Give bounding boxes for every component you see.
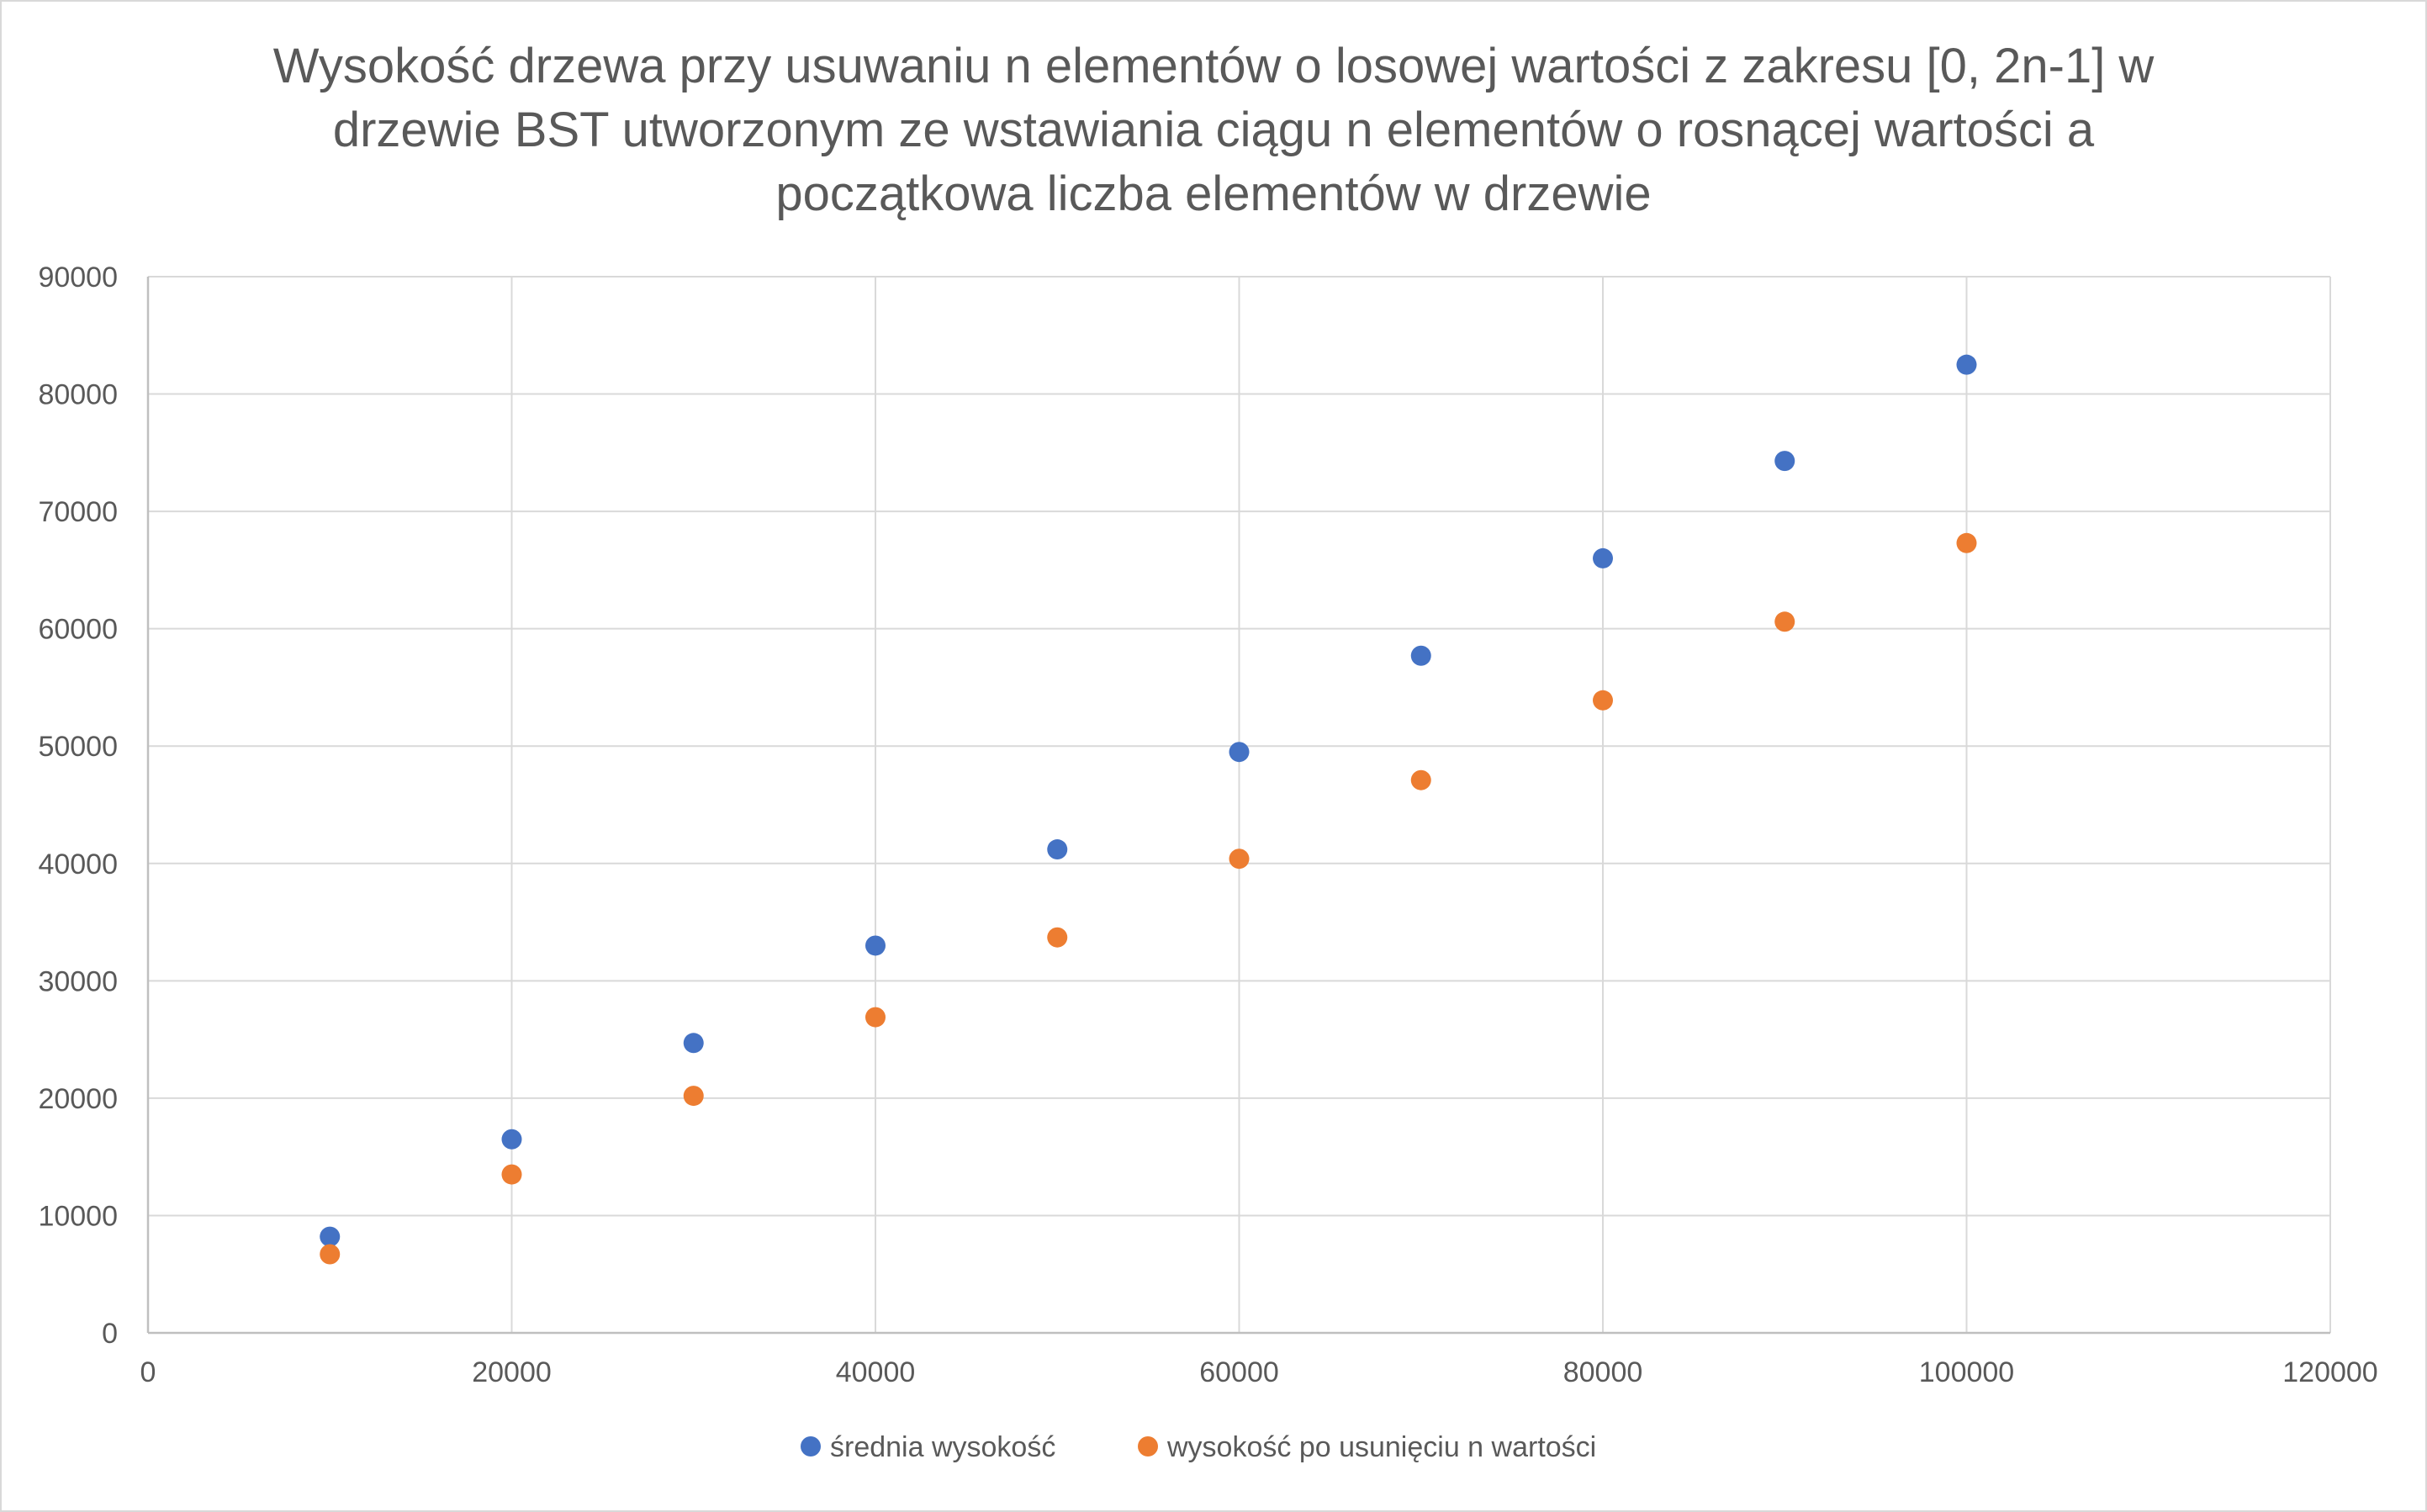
legend-marker-2 <box>1138 1436 1158 1456</box>
x-tick-label: 120000 <box>2282 1356 2377 1388</box>
x-tick-label: 100000 <box>1919 1356 2014 1388</box>
series-2-point <box>1774 611 1795 632</box>
series-1-point <box>320 1226 341 1247</box>
legend-label-2: wysokość po usunięciu n wartości <box>1166 1431 1596 1463</box>
chart-title: Wysokość drzewa przy usuwaniu n elementó… <box>273 39 2155 221</box>
series-2-point <box>1593 690 1613 711</box>
series-2-point <box>683 1086 704 1107</box>
series-1-point <box>1229 742 1250 763</box>
series-2-point <box>501 1164 522 1185</box>
x-tick-label: 20000 <box>472 1356 552 1388</box>
data-points <box>320 354 1977 1265</box>
series-1-point <box>1593 547 1613 568</box>
x-tick-label: 80000 <box>1563 1356 1643 1388</box>
series-2-point <box>865 1007 886 1028</box>
y-tick-label: 30000 <box>38 965 118 997</box>
legend: średnia wysokość wysokość po usunięciu n … <box>801 1431 1596 1463</box>
y-tick-label: 80000 <box>38 379 118 411</box>
series-1-point <box>501 1129 522 1150</box>
y-tick-label: 10000 <box>38 1200 118 1232</box>
y-tick-label: 50000 <box>38 731 118 763</box>
x-axis-tick-labels: 0 20000 40000 60000 80000 100000 120000 <box>140 1356 2378 1388</box>
series-1-point <box>1956 354 1977 375</box>
x-tick-label: 40000 <box>836 1356 916 1388</box>
y-tick-label: 70000 <box>38 496 118 528</box>
series-1-point <box>1047 839 1068 860</box>
y-tick-label: 40000 <box>38 849 118 880</box>
y-axis-tick-labels: 0 10000 20000 30000 40000 50000 60000 70000 8000… <box>38 262 118 1350</box>
chart-title-line-2: drzewie BST utworzonym ze wstawiania cią… <box>333 103 2095 157</box>
series-2-point <box>1229 849 1250 870</box>
chart-title-line-3: początkowa liczba elementów w drzewie <box>775 167 1651 221</box>
legend-label-1: średnia wysokość <box>830 1431 1055 1463</box>
series-2-point <box>1047 927 1068 948</box>
series-1-point <box>865 935 886 956</box>
x-tick-label: 60000 <box>1199 1356 1279 1388</box>
axes <box>146 277 2330 1335</box>
series-2-point <box>320 1244 341 1265</box>
series-2-point <box>1956 532 1977 553</box>
y-tick-label: 0 <box>102 1318 118 1350</box>
y-tick-label: 20000 <box>38 1083 118 1115</box>
series-1-point <box>1774 451 1795 472</box>
legend-marker-1 <box>801 1436 821 1456</box>
x-tick-label: 0 <box>140 1356 156 1388</box>
series-1-point <box>683 1033 704 1054</box>
y-tick-label: 60000 <box>38 614 118 646</box>
series-1-point <box>1410 645 1431 666</box>
y-tick-label: 90000 <box>38 262 118 293</box>
gridlines <box>148 276 2331 1333</box>
chart-title-line-1: Wysokość drzewa przy usuwaniu n elementó… <box>273 39 2155 93</box>
series-2-point <box>1410 769 1431 790</box>
